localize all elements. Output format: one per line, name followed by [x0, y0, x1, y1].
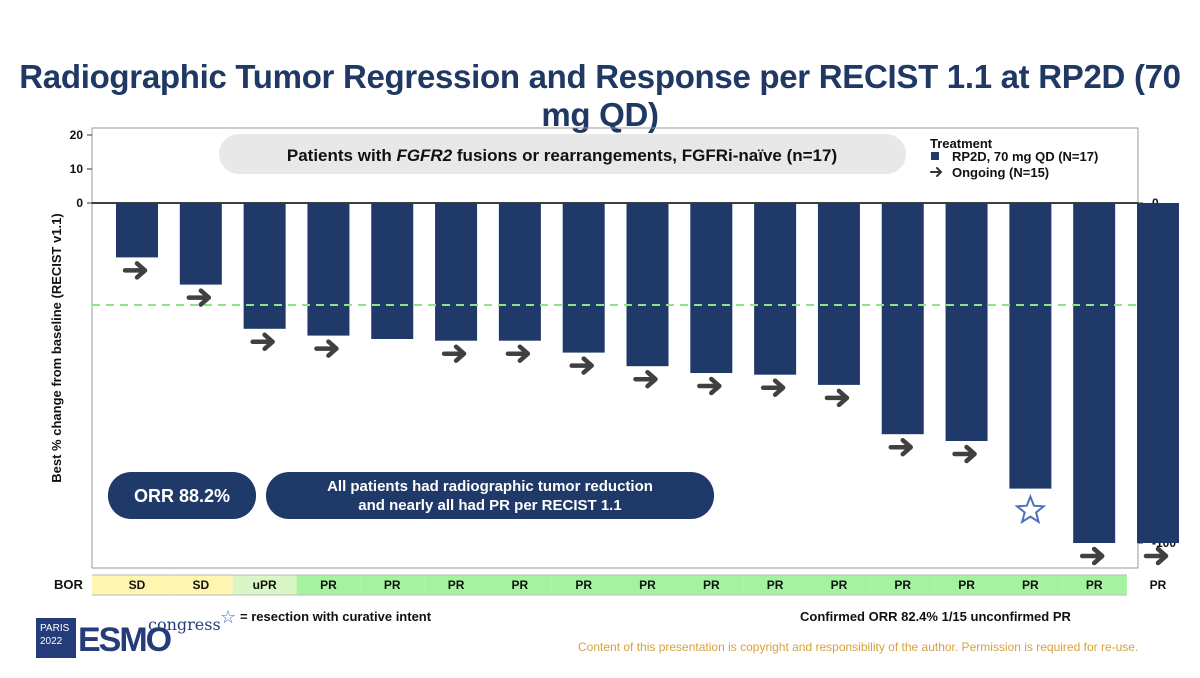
- star-footnote: = resection with curative intent: [240, 609, 432, 624]
- bor-cell-label: PR: [894, 578, 911, 592]
- bar: [881, 203, 924, 435]
- ongoing-arrow-icon: [888, 437, 913, 457]
- bor-cell: [296, 575, 361, 595]
- bor-cell: [1126, 575, 1127, 595]
- bor-cell: [168, 575, 233, 595]
- page-title: Radiographic Tumor Regression and Respon…: [19, 58, 1181, 133]
- bor-cell-label: PR: [958, 578, 975, 592]
- note-text-line2: and nearly all had PR per RECIST 1.1: [358, 497, 621, 514]
- y-axis-label: Best % change from baseline (RECIST v1.1…: [49, 213, 64, 482]
- ongoing-arrow-icon: [250, 332, 275, 352]
- bor-cell: [232, 575, 297, 595]
- bar: [817, 203, 860, 385]
- logo-esmo: ESMO: [78, 621, 172, 659]
- legend-item-rp2d: RP2D, 70 mg QD (N=17): [952, 149, 1098, 164]
- ongoing-arrow-icon: [633, 369, 658, 389]
- bar: [754, 203, 797, 375]
- bor-cell: [998, 575, 1063, 595]
- bar: [1073, 203, 1116, 543]
- ongoing-arrow-icon: [569, 356, 594, 375]
- bar: [690, 203, 733, 373]
- ongoing-arrow-icon: [697, 376, 722, 396]
- bor-cell: [424, 575, 488, 595]
- note-text-line1: All patients had radiographic tumor redu…: [327, 478, 653, 495]
- ongoing-arrow-icon: [441, 344, 467, 363]
- bor-cell-label: PR: [831, 578, 848, 592]
- bor-cell: [934, 575, 999, 595]
- bar: [371, 203, 414, 339]
- bor-cell-label: PR: [320, 578, 337, 592]
- bor-cell-label: SD: [129, 578, 146, 592]
- bar: [179, 203, 222, 285]
- bor-cell: [92, 575, 169, 595]
- ongoing-arrow-icon: [314, 339, 339, 358]
- subtitle-pill: [219, 134, 906, 174]
- bor-cell-label: PR: [384, 578, 401, 592]
- ongoing-arrow-icon: [1079, 546, 1105, 566]
- confirmed-orr-note: Confirmed ORR 82.4% 1/15 unconfirmed PR: [800, 609, 1071, 624]
- bor-cell-label: PR: [512, 578, 529, 592]
- star-icon: ☆: [220, 607, 237, 627]
- orr-pill: [108, 472, 256, 519]
- logo-city-box: PARIS 2022: [36, 618, 76, 658]
- bor-cell: [870, 575, 935, 595]
- bor-cell-label: PR: [1150, 578, 1167, 592]
- legend-title: Treatment: [930, 136, 993, 151]
- bor-cell-label: SD: [192, 578, 209, 592]
- bor-cell-label: PR: [1086, 578, 1103, 592]
- bor-cell-label: PR: [639, 578, 656, 592]
- bor-cell-label: PR: [575, 578, 592, 592]
- bor-cell: [615, 575, 680, 595]
- ongoing-arrow-icon: [122, 261, 148, 280]
- bor-cell: [551, 575, 616, 595]
- bar: [626, 203, 669, 367]
- ongoing-arrow-icon: [760, 378, 786, 397]
- bor-cell-label: PR: [703, 578, 720, 592]
- logo-city: PARIS: [40, 623, 70, 634]
- left-tick-label: 20: [70, 128, 84, 142]
- ongoing-arrow-icon: [505, 344, 531, 363]
- bar: [498, 203, 541, 341]
- left-tick-label: 10: [70, 162, 84, 176]
- bar: [435, 203, 478, 341]
- bor-cell-label: PR: [448, 578, 465, 592]
- ongoing-arrow-icon: [952, 444, 977, 464]
- bor-cell: [487, 575, 552, 595]
- note-pill: [266, 472, 714, 519]
- resection-star-icon: [1014, 493, 1047, 525]
- bor-cell: [743, 575, 808, 595]
- logo-congress: congress: [148, 615, 221, 634]
- legend-item-ongoing: Ongoing (N=15): [952, 165, 1049, 180]
- bar: [1137, 203, 1179, 543]
- bar: [1009, 203, 1052, 489]
- bar: [116, 203, 158, 258]
- bar: [945, 203, 988, 441]
- bar: [562, 203, 605, 353]
- bor-cell: [679, 575, 744, 595]
- bor-cell-label: uPR: [253, 578, 277, 592]
- bor-cell: [360, 575, 425, 595]
- bar: [307, 203, 350, 336]
- logo-year: 2022: [40, 636, 63, 647]
- legend-bar-swatch: [931, 152, 939, 160]
- ongoing-arrow-icon: [824, 388, 850, 408]
- bor-cell: [807, 575, 871, 595]
- orr-text: ORR 88.2%: [134, 486, 230, 506]
- subtitle-text: Patients with FGFR2 fusions or rearrange…: [287, 146, 837, 165]
- bor-cell: [1062, 575, 1127, 595]
- ongoing-arrow-icon: [186, 288, 212, 307]
- copyright-note: Content of this presentation is copyrigh…: [578, 640, 1139, 654]
- left-tick-label: 0: [76, 196, 83, 210]
- ongoing-arrow-icon: [1143, 546, 1169, 566]
- bar: [243, 203, 286, 329]
- legend-arrow-icon: [930, 167, 943, 177]
- bor-cell-label: PR: [767, 578, 784, 592]
- bor-label: BOR: [54, 577, 84, 592]
- bor-cell-label: PR: [1022, 578, 1039, 592]
